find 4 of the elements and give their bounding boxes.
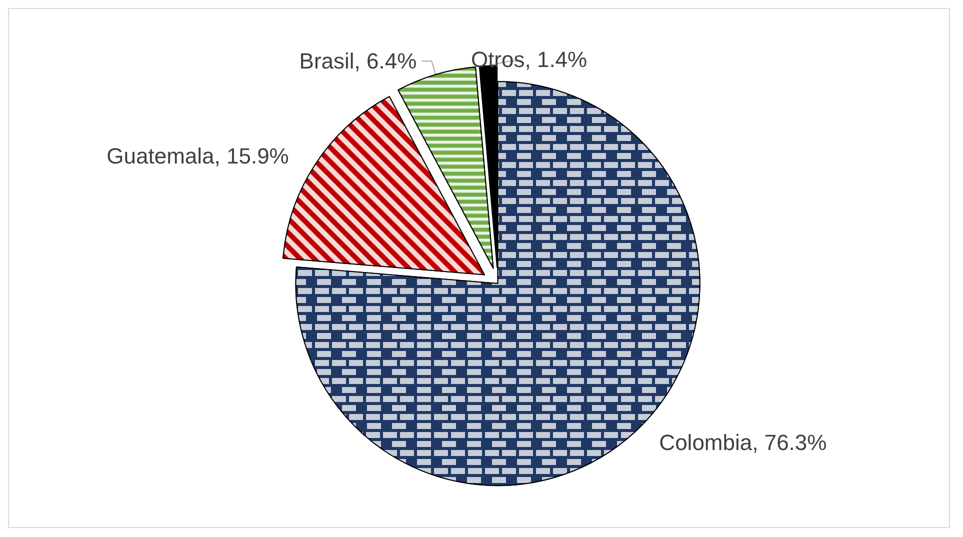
slice-label: Colombia, 76.3%	[659, 430, 827, 455]
slice-label: Guatemala, 15.9%	[106, 144, 289, 169]
slice-label: Brasil, 6.4%	[299, 48, 417, 74]
slice-label: Otros, 1.4%	[470, 47, 588, 72]
